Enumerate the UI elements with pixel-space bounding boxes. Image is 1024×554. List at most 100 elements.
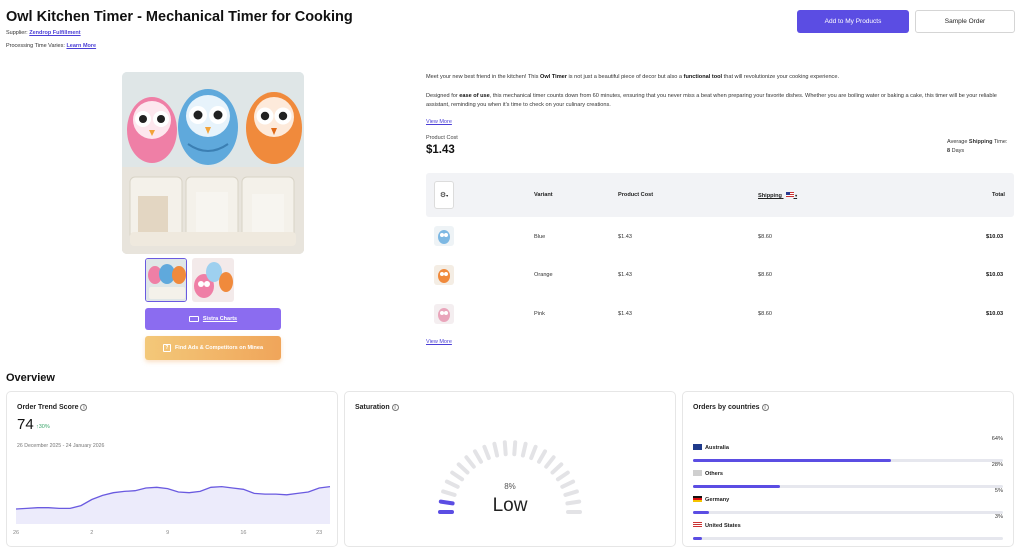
variants-table-header [426, 173, 1014, 217]
country-name: United States [693, 522, 741, 529]
description-view-more-link[interactable]: View More [426, 119, 452, 125]
sample-order-button[interactable]: Sample Order [915, 10, 1015, 33]
gauge-segment [441, 489, 457, 497]
country-bar-fill [693, 537, 703, 540]
country-bar-fill [693, 459, 892, 462]
gauge-segment [565, 499, 582, 506]
country-bar-fill [693, 485, 780, 488]
country-name: Germany [693, 496, 729, 503]
variant-image-blue [434, 226, 454, 246]
saturation-label: Low [492, 495, 528, 516]
sistra-charts-label: Sistra Charts [202, 316, 238, 322]
processing-label: Processing Time Varies: [6, 43, 65, 49]
us-flag-icon [693, 522, 702, 528]
variant-cost: $1.43 [618, 234, 632, 240]
country-name: Others [693, 470, 723, 477]
gauge-segment [482, 444, 491, 460]
order-trend-title: Order Trend Score i [17, 404, 88, 411]
gauge-segment [550, 462, 564, 475]
gauge-segment [438, 499, 455, 506]
saturation-percent: 8% [504, 482, 516, 491]
sistra-charts-button[interactable]: Sistra Charts [145, 308, 281, 330]
header-total: Total [992, 192, 1005, 198]
order-trend-score: 74 [17, 416, 34, 433]
country-percent: 5% [994, 488, 1003, 494]
trend-x-tick-label: 2 [90, 530, 93, 536]
page-title: Owl Kitchen Timer - Mechanical Timer for… [6, 9, 353, 25]
country-bar [693, 511, 1003, 514]
variant-cost: $1.43 [618, 272, 632, 278]
find-ads-label: Find Ads & Competitors on Minea [174, 345, 264, 351]
trend-x-ticks: 26 2 9 16 23 [13, 530, 322, 536]
variant-total: $10.03 [986, 234, 1004, 240]
variant-shipping: $8.60 [758, 272, 772, 278]
product-cost-value: $1.43 [426, 144, 455, 156]
orders-by-countries-title: Orders by countries i [693, 404, 769, 411]
gear-icon: ⚙ [439, 192, 447, 199]
variant-shipping: $8.60 [758, 311, 772, 317]
add-to-my-products-button[interactable]: Add to My Products [797, 10, 909, 33]
product-main-image[interactable] [122, 72, 304, 254]
gauge-segment [492, 441, 500, 458]
saturation-gauge [438, 440, 582, 514]
country-bar [693, 459, 1003, 462]
table-settings-button[interactable]: ⚙ ▾ [434, 181, 454, 209]
trend-line [15, 485, 331, 510]
country-percent: 28% [991, 462, 1003, 468]
saturation-title: Saturation i [355, 404, 399, 411]
variant-name: Orange [534, 272, 553, 278]
gauge-segment [512, 440, 518, 457]
australia-flag-icon [693, 444, 702, 450]
gauge-segment [563, 489, 579, 497]
us-flag-icon [785, 192, 794, 197]
minea-icon: ? [162, 344, 171, 352]
gauge-segment [537, 449, 547, 464]
country-row-australia: Australia 64% [693, 436, 1003, 462]
processing-info: Processing Time Varies: Learn More [6, 43, 96, 49]
variants-view-more-link[interactable]: View More [426, 339, 452, 345]
saturation-card [344, 391, 676, 547]
supplier-link[interactable]: Zendrop Fulfillment [29, 30, 81, 36]
supplier-info: Supplier: Zendrop Fulfillment [6, 30, 81, 36]
product-cost-label: Product Cost [426, 135, 458, 141]
gauge-segment [555, 470, 570, 482]
header-shipping-selector[interactable]: Shipping ▾ [758, 192, 798, 199]
order-trend-date-range: 26 December 2025 - 24 January 2026 [17, 443, 105, 449]
info-icon[interactable]: i [391, 404, 399, 411]
germany-flag-icon [693, 496, 702, 502]
country-percent: 3% [994, 514, 1003, 520]
info-icon[interactable]: i [761, 404, 769, 411]
header-variant: Variant [534, 192, 553, 198]
product-thumbnail-2[interactable] [192, 258, 234, 302]
orders-by-countries-card [682, 391, 1014, 547]
shipping-days-value: 8 [947, 148, 951, 154]
gauge-segment [544, 455, 556, 469]
country-row-germany: Germany 5% [693, 488, 1003, 514]
gauge-segment [456, 462, 470, 475]
header-product-cost: Product Cost [618, 192, 654, 198]
description-paragraph-2: Designed for ease of use, this mechanica… [426, 93, 997, 108]
country-name: Australia [693, 444, 729, 451]
country-row-united-states: United States 3% [693, 514, 1003, 540]
trend-area [16, 486, 330, 524]
variant-name: Pink [534, 311, 545, 317]
gauge-segment [502, 440, 508, 457]
overview-heading: Overview [6, 372, 55, 384]
order-trend-change: ↑30% [36, 424, 50, 430]
globe-flag-icon [693, 470, 702, 476]
variant-total: $10.03 [986, 311, 1004, 317]
country-row-others: Others 28% [693, 462, 1003, 488]
variant-total: $10.03 [986, 272, 1004, 278]
learn-more-link[interactable]: Learn More [66, 43, 97, 49]
info-icon[interactable]: i [80, 404, 88, 411]
gauge-segment [464, 455, 476, 469]
variant-image-pink [434, 304, 454, 324]
gauge-segment [473, 449, 483, 464]
trend-x-tick-label: 26 [13, 530, 19, 536]
find-ads-button[interactable]: ? Find Ads & Competitors on Minea [145, 336, 281, 360]
trend-x-tick-label: 16 [240, 530, 246, 536]
product-thumbnail-1[interactable] [145, 258, 187, 302]
gauge-segment [560, 479, 576, 489]
country-bar [693, 485, 1003, 488]
description-paragraph-1: Meet your new best friend in the kitchen… [426, 74, 840, 80]
